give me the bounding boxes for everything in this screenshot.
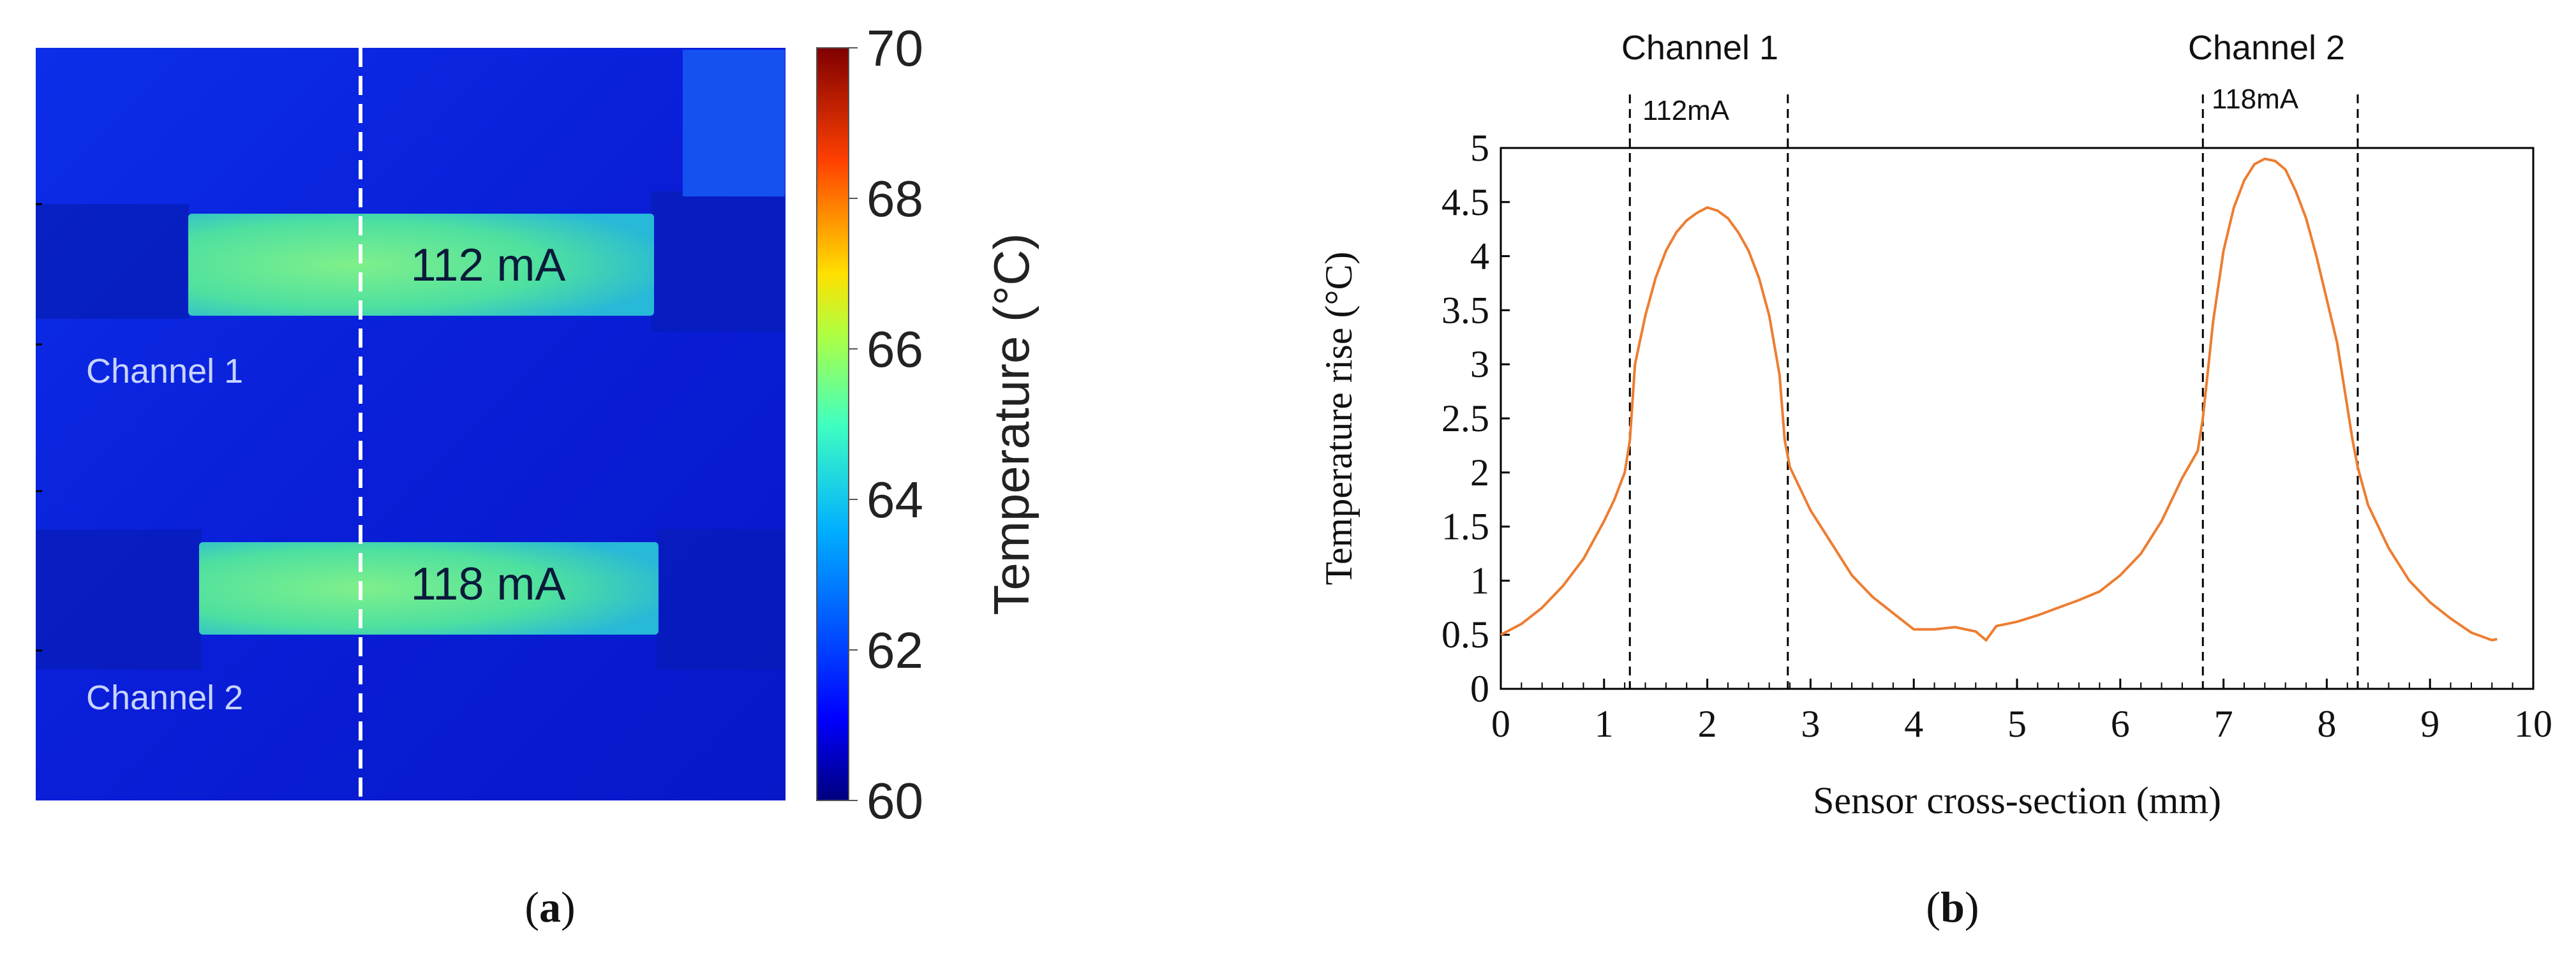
x-tick-label: 3 bbox=[1801, 703, 1820, 745]
y-tick-label: 3 bbox=[1470, 343, 1489, 385]
y-tick-label: 4 bbox=[1470, 235, 1489, 277]
y-axis-label: Temperature rise (°C) bbox=[1318, 252, 1360, 586]
channel-1-strip bbox=[188, 214, 654, 316]
y-tick-label: 2 bbox=[1470, 452, 1489, 494]
y-tick-label: 0 bbox=[1470, 668, 1489, 710]
colorbar-tick-label: 64 bbox=[867, 471, 923, 528]
x-tick-label: 2 bbox=[1698, 703, 1717, 745]
current-2-label: 118mA bbox=[2212, 84, 2299, 115]
thermal-image-panel: 112 mA 118 mA Channel 1 Channel 2 bbox=[36, 48, 785, 800]
y-tick-label: 0.5 bbox=[1441, 614, 1489, 656]
x-tick-label: 10 bbox=[2514, 703, 2552, 745]
x-tick-label: 6 bbox=[2111, 703, 2130, 745]
strip-1-current-label: 112 mA bbox=[411, 240, 566, 291]
y-tick-label: 5 bbox=[1470, 127, 1489, 169]
strip-2-current-label: 118 mA bbox=[411, 559, 566, 610]
x-tick-label: 1 bbox=[1595, 703, 1614, 745]
left-connector-2 bbox=[36, 529, 202, 670]
right-connector-1 bbox=[651, 191, 785, 332]
panel-b-letter: b bbox=[1940, 883, 1965, 931]
thermal-image-background bbox=[36, 48, 785, 800]
panel-a-letter: a bbox=[539, 883, 561, 931]
x-tick-label: 5 bbox=[2007, 703, 2027, 745]
x-tick-label: 4 bbox=[1904, 703, 1923, 745]
x-tick-label: 7 bbox=[2214, 703, 2233, 745]
channel-2-label: Channel 2 bbox=[86, 679, 243, 717]
channel-boundary-lines bbox=[1628, 94, 2359, 689]
x-axis-ticks: 0 1 2 3 4 5 6 7 8 9 10 bbox=[1491, 679, 2552, 745]
current-1-label: 112mA bbox=[1642, 95, 1730, 126]
channel-1-label: Channel 1 bbox=[86, 352, 243, 390]
colorbar-ticks: 60 62 64 66 68 70 bbox=[849, 20, 923, 829]
channel-2-strip bbox=[199, 542, 659, 635]
colorbar-title: Temperature (°C) bbox=[983, 233, 1039, 615]
top-right-block bbox=[683, 50, 785, 196]
colorbar-tick-label: 62 bbox=[867, 622, 923, 679]
x-tick-label: 8 bbox=[2317, 703, 2336, 745]
colorbar-gradient bbox=[816, 47, 849, 801]
temperature-profile-chart: 0 1 2 3 4 5 6 7 8 9 10 0 0.5 1 1.5 2 2.5 3 3.5 4 4.5 5 Senso… bbox=[1318, 29, 2552, 822]
x-axis-label: Sensor cross-section (mm) bbox=[1813, 779, 2221, 822]
y-axis-ticks: 0 0.5 1 1.5 2 2.5 3 3.5 4 4.5 5 bbox=[1441, 127, 1510, 710]
y-tick-label: 4.5 bbox=[1441, 181, 1489, 223]
y-tick-label: 2.5 bbox=[1441, 397, 1489, 439]
colorbar-tick-label: 60 bbox=[867, 772, 923, 829]
left-connector-1 bbox=[36, 204, 189, 319]
plot-area-frame bbox=[1500, 147, 2535, 690]
colorbar-tick-label: 66 bbox=[867, 321, 923, 378]
y-tick-label: 1.5 bbox=[1441, 506, 1489, 548]
y-tick-label: 1 bbox=[1470, 559, 1489, 601]
panel-b-caption: (b) bbox=[1926, 883, 1979, 931]
right-connector-2 bbox=[657, 529, 785, 670]
x-tick-label: 0 bbox=[1491, 703, 1510, 745]
y-tick-label: 3.5 bbox=[1441, 289, 1489, 331]
panel-a-caption: (a) bbox=[525, 883, 575, 931]
colorbar: 60 62 64 66 68 70 Temperature (°C) bbox=[816, 20, 1039, 829]
temperature-rise-series-line bbox=[1500, 157, 2498, 642]
colorbar-tick-label: 70 bbox=[867, 20, 923, 77]
colorbar-tick-label: 68 bbox=[867, 170, 923, 227]
channel-1-header: Channel 1 bbox=[1621, 29, 1778, 67]
channel-2-header: Channel 2 bbox=[2188, 29, 2345, 67]
x-tick-label: 9 bbox=[2420, 703, 2439, 745]
